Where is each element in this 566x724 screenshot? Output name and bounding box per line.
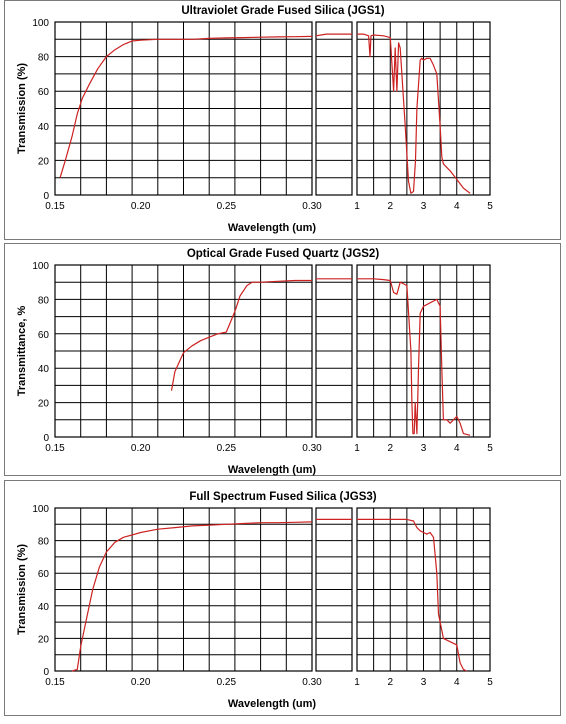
y-tick-label: 40	[38, 602, 50, 613]
x-tick-label: 1	[354, 443, 360, 454]
x-tick-label: 0.30	[302, 201, 322, 212]
x-tick-label: 4	[454, 201, 460, 212]
x-tick-label: 0.20	[131, 677, 151, 688]
transmission-curve	[170, 279, 312, 391]
x-tick-label: 1	[354, 201, 360, 212]
plot-frame	[356, 21, 491, 196]
plot-segment-1: 0.15 0.20 0.25 0.30	[45, 21, 322, 212]
chart-3: Full Spectrum Fused Silica (JGS3) Wavelen…	[16, 491, 493, 710]
x-tick-label: 3	[421, 201, 427, 212]
x-tick-label: 2	[387, 677, 393, 688]
x-axis-label: Wavelength (um)	[228, 698, 317, 710]
chart-title: Full Spectrum Fused Silica (JGS3)	[189, 491, 376, 503]
plot-frame	[315, 21, 353, 196]
plot-segment-3: 1 2 3 4 5	[354, 21, 493, 212]
y-tick-label: 100	[32, 504, 49, 515]
y-axis-label: Transmission (%)	[16, 63, 28, 154]
chart-panel-frame	[4, 480, 561, 716]
x-tick-label: 2	[387, 201, 393, 212]
y-tick-label: 80	[38, 53, 50, 64]
plot-frame	[356, 264, 491, 438]
chart-panel-frame	[4, 243, 561, 476]
plot-segment-3: 1 2 3 4 5	[354, 264, 493, 454]
plot-frame	[54, 21, 313, 196]
x-tick-label: 0.20	[131, 201, 151, 212]
transmission-curve	[59, 35, 313, 178]
x-tick-label: 0.30	[302, 677, 322, 688]
transmission-curve	[357, 518, 467, 672]
plot-segment-2	[315, 264, 353, 438]
y-tick-label: 20	[38, 399, 50, 410]
transmission-curve	[315, 33, 352, 37]
y-tick-label: 60	[38, 87, 50, 98]
x-tick-label: 0.20	[131, 443, 151, 454]
chart-2: Optical Grade Fused Quartz (JGS2) Wavelen…	[16, 248, 493, 476]
x-tick-label: 4	[454, 443, 460, 454]
plot-segment-2	[315, 21, 353, 196]
y-tick-label: 40	[38, 122, 50, 133]
plot-frame	[54, 507, 313, 672]
x-tick-label: 5	[487, 443, 493, 454]
y-axis-label: Transmission (%)	[16, 544, 28, 635]
x-tick-label: 0.15	[45, 443, 65, 454]
plot-segment-1: 0.15 0.20 0.25 0.30	[45, 507, 322, 688]
y-tick-label: 0	[43, 191, 49, 202]
chart-1: Ultraviolet Grade Fused Silica (JGS1) Wav…	[16, 5, 493, 234]
x-axis-label: Wavelength (um)	[228, 464, 317, 476]
x-tick-label: 0.15	[45, 201, 65, 212]
y-tick-label: 40	[38, 364, 50, 375]
transmission-curve	[357, 278, 471, 436]
y-tick-label: 0	[43, 433, 49, 444]
transmission-curve	[357, 33, 471, 194]
y-tick-label: 0	[43, 667, 49, 678]
x-tick-label: 3	[421, 443, 427, 454]
x-tick-label: 0.15	[45, 677, 65, 688]
y-tick-label: 100	[32, 18, 49, 29]
x-tick-label: 2	[387, 443, 393, 454]
chart-title: Optical Grade Fused Quartz (JGS2)	[187, 248, 380, 260]
plot-frame	[315, 264, 353, 438]
y-tick-label: 20	[38, 634, 50, 645]
x-tick-label: 1	[354, 677, 360, 688]
plot-segment-2	[315, 507, 353, 672]
y-tick-label: 20	[38, 156, 50, 167]
x-tick-label: 5	[487, 677, 493, 688]
chart-panel-frame	[4, 0, 561, 240]
x-tick-label: 0.25	[217, 201, 237, 212]
x-tick-label: 3	[421, 677, 427, 688]
plot-frame	[356, 507, 491, 672]
plot-frame	[54, 264, 313, 438]
y-tick-label: 60	[38, 569, 50, 580]
x-tick-label: 0.25	[217, 677, 237, 688]
y-tick-label: 100	[32, 261, 49, 272]
plot-segment-1: 0.15 0.20 0.25 0.30	[45, 264, 322, 454]
y-axis-label: Transmittance, %	[16, 306, 28, 397]
x-axis-label: Wavelength (um)	[228, 222, 317, 234]
plot-segment-3: 1 2 3 4 5	[354, 507, 493, 688]
y-tick-label: 80	[38, 537, 50, 548]
x-tick-label: 0.25	[217, 443, 237, 454]
x-tick-label: 0.30	[302, 443, 322, 454]
x-tick-label: 5	[487, 201, 493, 212]
x-tick-label: 4	[454, 677, 460, 688]
transmission-curve	[71, 521, 313, 672]
y-tick-label: 60	[38, 330, 50, 341]
y-tick-label: 80	[38, 295, 50, 306]
chart-title: Ultraviolet Grade Fused Silica (JGS1)	[181, 5, 384, 17]
plot-frame	[315, 507, 353, 672]
